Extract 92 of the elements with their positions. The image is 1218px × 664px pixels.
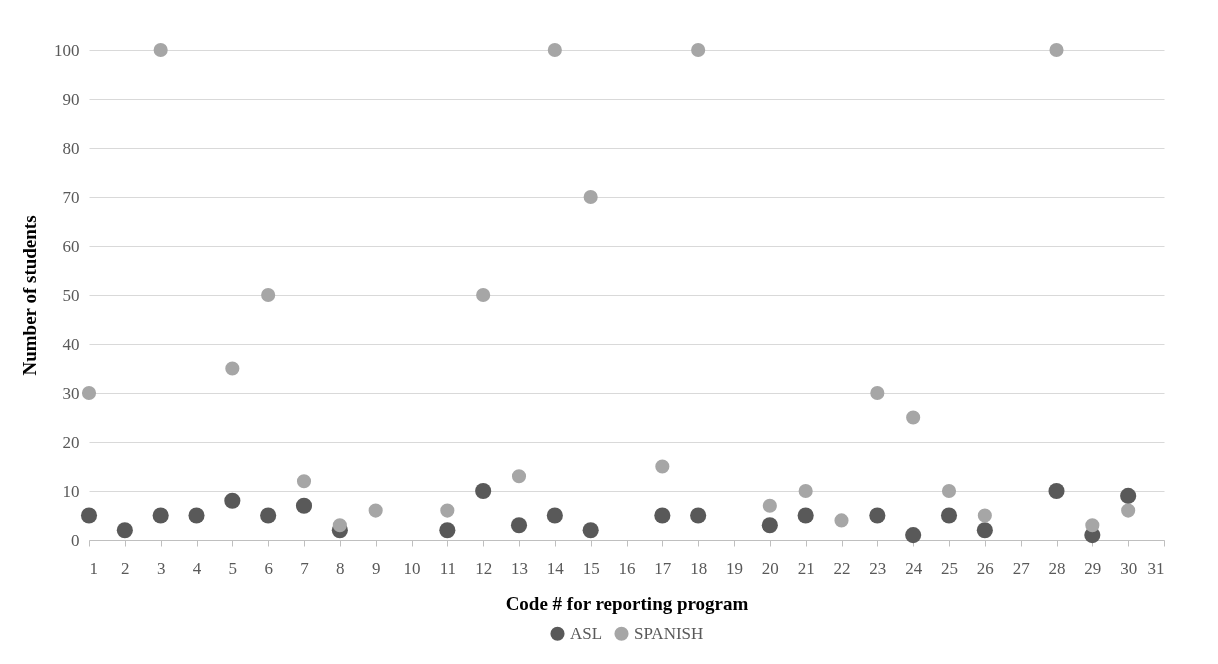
point [976,522,993,539]
point [761,517,778,534]
point [547,42,562,58]
point [153,42,168,58]
x-tick-label: 18 [690,558,708,578]
x-tick-label: 4 [192,558,202,578]
point [798,483,813,499]
point [1121,503,1136,518]
y-tick-label: 70 [62,187,80,207]
point [260,507,277,524]
x-tick-label: 8 [336,558,345,578]
y-tick-label: 90 [62,89,80,109]
y-tick-label: 60 [62,236,80,256]
point [188,507,205,524]
x-tick-label: 14 [546,558,565,578]
point [905,527,922,544]
point [654,507,671,524]
x-tick-label: 26 [976,558,994,578]
point [439,522,456,539]
x-tick-label: 17 [654,558,672,578]
x-tick-label: 21 [797,558,815,578]
point [1120,487,1137,504]
point [261,287,276,303]
point [295,497,313,514]
point [797,507,814,524]
x-tick-label: 29 [1084,558,1102,578]
x-tick-label: 20 [761,558,779,578]
point [869,507,886,524]
point [332,518,347,533]
point [225,361,240,376]
x-tick-label: 23 [869,558,887,578]
point [476,287,491,303]
x-tick-label: 11 [439,558,457,578]
point [834,513,849,528]
point [368,503,383,518]
legend-label: ASL [570,623,603,643]
y-tick-label: 80 [62,138,80,158]
y-tick-label: 0 [71,530,80,550]
x-tick-label: 22 [833,558,851,578]
x-tick-label: 16 [618,558,636,578]
point [296,474,312,489]
y-tick-label: 30 [62,383,80,403]
x-tick-label: 12 [475,558,493,578]
point [152,507,169,524]
x-axis-title: Code # for reporting program [505,592,749,614]
y-tick-label: 100 [54,40,80,60]
point [870,385,885,401]
point [80,507,98,524]
legend-label: SPANISH [634,623,704,643]
x-tick-label: 31 [1147,558,1165,578]
point [1048,482,1065,500]
y-tick-label: 40 [62,334,80,354]
point [1049,42,1064,58]
x-tick-label: 10 [403,558,421,578]
y-tick-label: 20 [62,432,80,452]
x-tick-label: 6 [264,558,273,578]
x-tick-label: 24 [905,558,923,578]
point [583,189,598,205]
point [1085,518,1100,533]
x-tick-label: 9 [371,558,381,578]
point [511,469,527,484]
x-tick-label: 19 [726,558,743,578]
x-tick-label: 27 [1012,558,1031,578]
point [582,522,599,539]
point [510,517,528,534]
point [762,498,777,513]
x-tick-label: 28 [1048,558,1066,578]
point [906,410,921,425]
point [977,508,992,523]
point [655,459,670,474]
point [691,42,706,58]
x-tick-label: 13 [511,558,528,578]
point [224,492,241,509]
point [440,503,455,518]
x-tick-label: 1 [89,558,98,578]
x-tick-label: 15 [582,558,600,578]
y-tick-label: 10 [62,481,80,501]
point [940,507,958,524]
point [81,385,97,401]
y-tick-label: 50 [62,285,80,305]
point [690,507,707,524]
x-tick-label: 25 [941,558,958,578]
point [116,522,133,539]
point [546,507,563,524]
y-axis-title: Number of students [19,215,40,376]
point [941,483,957,499]
x-tick-label: 2 [121,558,130,578]
x-tick-label: 30 [1120,558,1138,578]
point [475,482,492,500]
x-tick-label: 5 [228,558,238,578]
x-tick-label: 3 [156,558,166,578]
x-tick-label: 7 [300,558,310,578]
